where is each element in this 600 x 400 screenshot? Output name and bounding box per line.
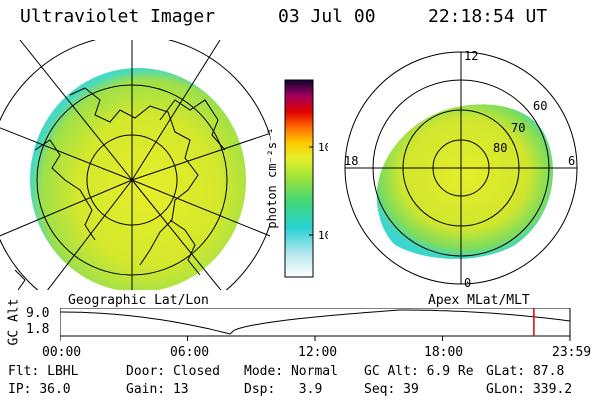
status-value: 3.9 — [299, 382, 322, 397]
colorbar-tick-10: 10 — [318, 229, 328, 242]
altitude-tick-low: 1.8 — [26, 322, 49, 337]
time-tick-0600: 06:00 — [170, 345, 209, 360]
status-label: Door: — [126, 364, 165, 379]
apex-panel-title: Apex MLat/MLT — [428, 293, 530, 308]
colorbar — [285, 80, 313, 277]
status-glon: GLon: 339.2 — [486, 382, 572, 397]
mlt-label-18: 18 — [344, 154, 358, 168]
observation-time: 22:18:54 UT — [428, 6, 547, 27]
emission-oval-mlt — [377, 104, 553, 258]
altitude-axis-label: GC Alt — [7, 306, 22, 346]
polar-plot-panel: 12 18 6 0 60 70 80 — [330, 40, 600, 290]
status-value: 39 — [403, 382, 419, 397]
status-door: Door: Closed — [126, 364, 220, 379]
status-gain: Gain: 13 — [126, 382, 189, 397]
status-label: Mode: — [244, 364, 283, 379]
time-axis-ticks — [60, 336, 570, 341]
coastline — [15, 270, 25, 290]
status-value: Normal — [291, 364, 338, 379]
status-flt: Flt: LBHL — [8, 364, 78, 379]
status-dsp: Dsp: 3.9 — [244, 382, 322, 397]
status-value: 339.2 — [533, 382, 572, 397]
geographic-image-panel — [0, 40, 270, 290]
altitude-curve — [60, 310, 570, 334]
status-label: Flt: — [8, 364, 39, 379]
mlt-label-12: 12 — [464, 49, 478, 63]
mlt-label-6: 6 — [568, 154, 575, 168]
status-label: Dsp: — [244, 382, 275, 397]
mlt-label-0: 0 — [464, 276, 471, 290]
colorbar-panel: 100 10 photon cm⁻²s⁻¹ — [258, 78, 328, 283]
time-tick-0000: 00:00 — [42, 345, 81, 360]
instrument-title: Ultraviolet Imager — [20, 6, 215, 27]
colorbar-tick-100: 100 — [318, 141, 328, 154]
mlat-label-80: 80 — [493, 141, 507, 155]
status-value: 36.0 — [39, 382, 70, 397]
time-tick-1800: 18:00 — [424, 345, 463, 360]
status-label: IP: — [8, 382, 31, 397]
status-value: 6.9 Re — [427, 364, 474, 379]
altitude-plot-frame — [60, 308, 570, 336]
status-ip: IP: 36.0 — [8, 382, 71, 397]
status-value: 87.8 — [533, 364, 564, 379]
status-label: Seq: — [364, 382, 395, 397]
colorbar-unit-label: photon cm⁻²s⁻¹ — [265, 127, 279, 228]
altitude-strip-plot — [60, 308, 574, 348]
mlat-label-60: 60 — [533, 99, 547, 113]
mlat-label-70: 70 — [511, 121, 525, 135]
status-glat: GLat: 87.8 — [486, 364, 564, 379]
status-gc-alt: GC Alt: 6.9 Re — [364, 364, 474, 379]
status-label: GLon: — [486, 382, 525, 397]
observation-date: 03 Jul 00 — [278, 6, 376, 27]
altitude-tick-high: 9.0 — [26, 306, 49, 321]
status-label: GC Alt: — [364, 364, 419, 379]
status-value: Closed — [173, 364, 220, 379]
status-mode: Mode: Normal — [244, 364, 338, 379]
geographic-panel-title: Geographic Lat/Lon — [68, 293, 209, 308]
status-label: GLat: — [486, 364, 525, 379]
status-value: 13 — [173, 382, 189, 397]
time-tick-1200: 12:00 — [298, 345, 337, 360]
status-value: LBHL — [47, 364, 78, 379]
time-tick-2359: 23:59 — [552, 345, 591, 360]
status-label: Gain: — [126, 382, 165, 397]
status-seq: Seq: 39 — [364, 382, 419, 397]
emission-disk-geographic — [30, 68, 246, 290]
